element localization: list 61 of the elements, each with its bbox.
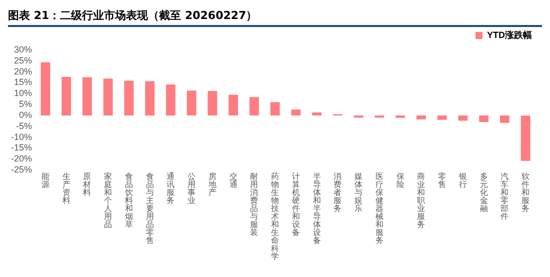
bar (374, 115, 384, 118)
x-tick-label: 计算机硬件和设备 (292, 172, 300, 238)
bar (124, 80, 134, 116)
y-tick-label: 10% (14, 88, 32, 98)
x-tick-label: 零售 (438, 172, 446, 190)
x-tick-label: 原材料 (82, 172, 92, 198)
bar (437, 115, 447, 120)
bar (249, 97, 259, 116)
bar (416, 115, 426, 120)
bar (270, 102, 280, 116)
bar (458, 115, 468, 121)
y-tick-label: -15% (10, 142, 32, 153)
x-tick-label: 软件和服务 (522, 172, 530, 214)
y-tick-label: -5% (16, 120, 32, 131)
x-tick-label: 银行 (458, 172, 467, 190)
category-label: 半导体和半导体设备 (312, 172, 321, 246)
y-tick-label: 0% (18, 110, 32, 120)
category-label: 药物生物技术和生命科学 (271, 172, 280, 262)
x-tick-label: 保险 (396, 172, 404, 190)
category-label: 食品与主要用品零售 (146, 172, 154, 246)
bar (354, 115, 364, 118)
x-tick-label: 商业和职业服务 (417, 172, 426, 230)
y-tick-label: -20% (10, 154, 32, 164)
bar (291, 110, 301, 116)
bar (520, 115, 530, 161)
x-tick-label: 汽车和零部件 (500, 172, 509, 222)
y-tick-label: 30% (14, 44, 32, 54)
x-tick-label: 房地产 (207, 172, 216, 198)
y-tick-label: 5% (18, 99, 32, 110)
bar (479, 115, 489, 122)
bar (166, 84, 176, 116)
x-tick-label: 生产资料 (62, 172, 70, 206)
y-tick-label: 15% (14, 77, 32, 88)
x-tick-label: 食品饮料和烟草 (124, 172, 133, 230)
x-tick-label: 耐用消费品与服装 (250, 172, 258, 238)
bar (82, 77, 92, 116)
legend-label: YTD涨跌幅 (487, 30, 532, 40)
bar (62, 76, 72, 116)
bar (145, 81, 155, 116)
bar (40, 62, 50, 116)
bar (228, 94, 238, 116)
bar (186, 90, 196, 116)
category-label: 医疗保健器械和服务 (375, 172, 384, 246)
x-tick-label: 能源 (41, 172, 50, 190)
bar (396, 115, 406, 118)
y-tick-label: -10% (10, 132, 32, 142)
bar (103, 78, 113, 116)
y-tick-label: -25% (10, 164, 32, 174)
y-tick-label: 20% (14, 66, 32, 76)
bar (500, 115, 510, 123)
x-tick-label: 媒体与娱乐 (354, 172, 363, 214)
x-tick-label: 公用事业 (188, 172, 196, 206)
chart-title: 图表 21：二级行业市场表现（截至 20260227） (8, 8, 542, 27)
y-tick-label: 25% (14, 55, 32, 66)
x-tick-label: 家庭和个人用品 (104, 172, 112, 230)
x-tick-label: 多元化金融 (480, 172, 488, 214)
bar (208, 91, 218, 116)
x-tick-label: 通讯服务 (166, 172, 175, 206)
bar (312, 112, 322, 116)
x-tick-label: 交通 (229, 172, 238, 190)
x-tick-label: 消费者服务 (334, 172, 342, 214)
